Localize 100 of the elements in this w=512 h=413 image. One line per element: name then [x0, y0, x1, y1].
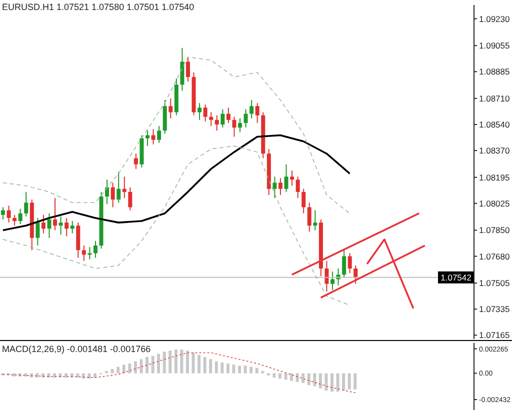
bar [232, 364, 236, 374]
bar [354, 373, 357, 390]
y-tick-label: 1.07850 [479, 225, 510, 236]
candlestick [324, 260, 329, 292]
candlestick [186, 56, 190, 82]
candlestick [250, 99, 254, 119]
y-tick-label: 1.09055 [479, 40, 510, 51]
bar [157, 354, 160, 374]
bar [162, 352, 166, 374]
bar [278, 373, 282, 379]
candlestick [1, 206, 5, 220]
bar [192, 352, 195, 374]
candlestick [122, 176, 126, 199]
chart-title: EURUSD.H1 1.07521 1.07580 1.07501 1.07540 [2, 2, 194, 12]
y-tick-label: 1.08195 [479, 172, 510, 182]
candlestick [6, 205, 11, 224]
candlestick [93, 240, 98, 258]
bar [128, 364, 132, 374]
candlestick [290, 170, 294, 186]
bar [324, 373, 328, 391]
bar [140, 359, 143, 374]
bar [290, 373, 294, 381]
bar [348, 373, 351, 390]
bar [146, 357, 149, 374]
candlestick [18, 208, 22, 225]
candlestick [348, 252, 352, 274]
bar [186, 350, 189, 374]
bar [214, 361, 218, 374]
candlestick [330, 271, 334, 290]
candlestick [232, 116, 236, 138]
candlestick [214, 114, 219, 132]
bar [255, 368, 258, 374]
y-tick-label: 1.07165 [479, 330, 510, 340]
bar [342, 373, 346, 391]
bar [284, 373, 288, 380]
candlestick [70, 220, 74, 234]
candlestick [105, 179, 110, 205]
bar [330, 373, 334, 392]
y-tick-label: 1.09230 [479, 14, 510, 24]
candlestick [47, 212, 52, 238]
candlestick [116, 172, 121, 204]
candlestick [146, 130, 150, 146]
candlestick [313, 210, 318, 231]
candlestick [284, 164, 288, 192]
bar [238, 366, 241, 374]
y-tick-label: 1.08370 [479, 146, 510, 156]
candlestick [151, 128, 156, 145]
candlestick [278, 178, 282, 196]
candlestick [209, 112, 214, 127]
bar [174, 349, 178, 374]
bar [226, 364, 230, 374]
line-series [2, 146, 350, 306]
line-series [2, 56, 350, 214]
chart-title: MACD(12,26,9) -0.001481 -0.001766 [2, 344, 151, 354]
candlestick [244, 108, 248, 128]
y-tick-label: 1.07335 [479, 304, 510, 314]
line-series [2, 352, 356, 394]
candlestick [168, 98, 173, 119]
candlestick [58, 216, 63, 236]
candlestick [128, 186, 132, 211]
y-tick-label: 1.07505 [479, 278, 510, 288]
candlestick [157, 126, 162, 144]
y-tick-label: 1.08885 [479, 66, 510, 77]
bar [180, 349, 184, 374]
candlestick [342, 250, 346, 278]
y-tick-label: 1.08025 [479, 198, 510, 208]
y-tick-label: 1.08710 [479, 93, 510, 104]
candlestick [354, 264, 358, 284]
candlestick [12, 214, 17, 226]
y-tick-label: 1.08540 [479, 120, 510, 130]
bar [220, 362, 224, 374]
candlestick [110, 182, 115, 208]
candlestick [302, 188, 306, 214]
bar [116, 366, 120, 374]
candlestick [180, 47, 184, 92]
candlestick [64, 217, 69, 237]
candlestick [238, 118, 242, 133]
bar [313, 373, 316, 386]
candlestick [53, 198, 58, 231]
bar [168, 350, 172, 374]
candlestick [88, 246, 92, 260]
bar [209, 359, 212, 374]
bar [272, 373, 276, 378]
candlestick [307, 202, 312, 232]
y-tick-label: 1.07680 [479, 251, 510, 262]
bar [244, 366, 247, 374]
candlestick [198, 102, 202, 120]
candlestick [36, 217, 40, 246]
bar [307, 373, 310, 386]
line-series [2, 134, 351, 232]
candlestick [255, 102, 260, 124]
bar [110, 368, 114, 374]
bar [198, 354, 201, 374]
bar [134, 361, 137, 374]
bar [203, 357, 206, 374]
candlestick [203, 104, 208, 122]
candlestick [272, 176, 277, 199]
ref-line-label: 1.07542 [440, 272, 472, 282]
bar [318, 373, 322, 388]
bar [302, 373, 305, 383]
